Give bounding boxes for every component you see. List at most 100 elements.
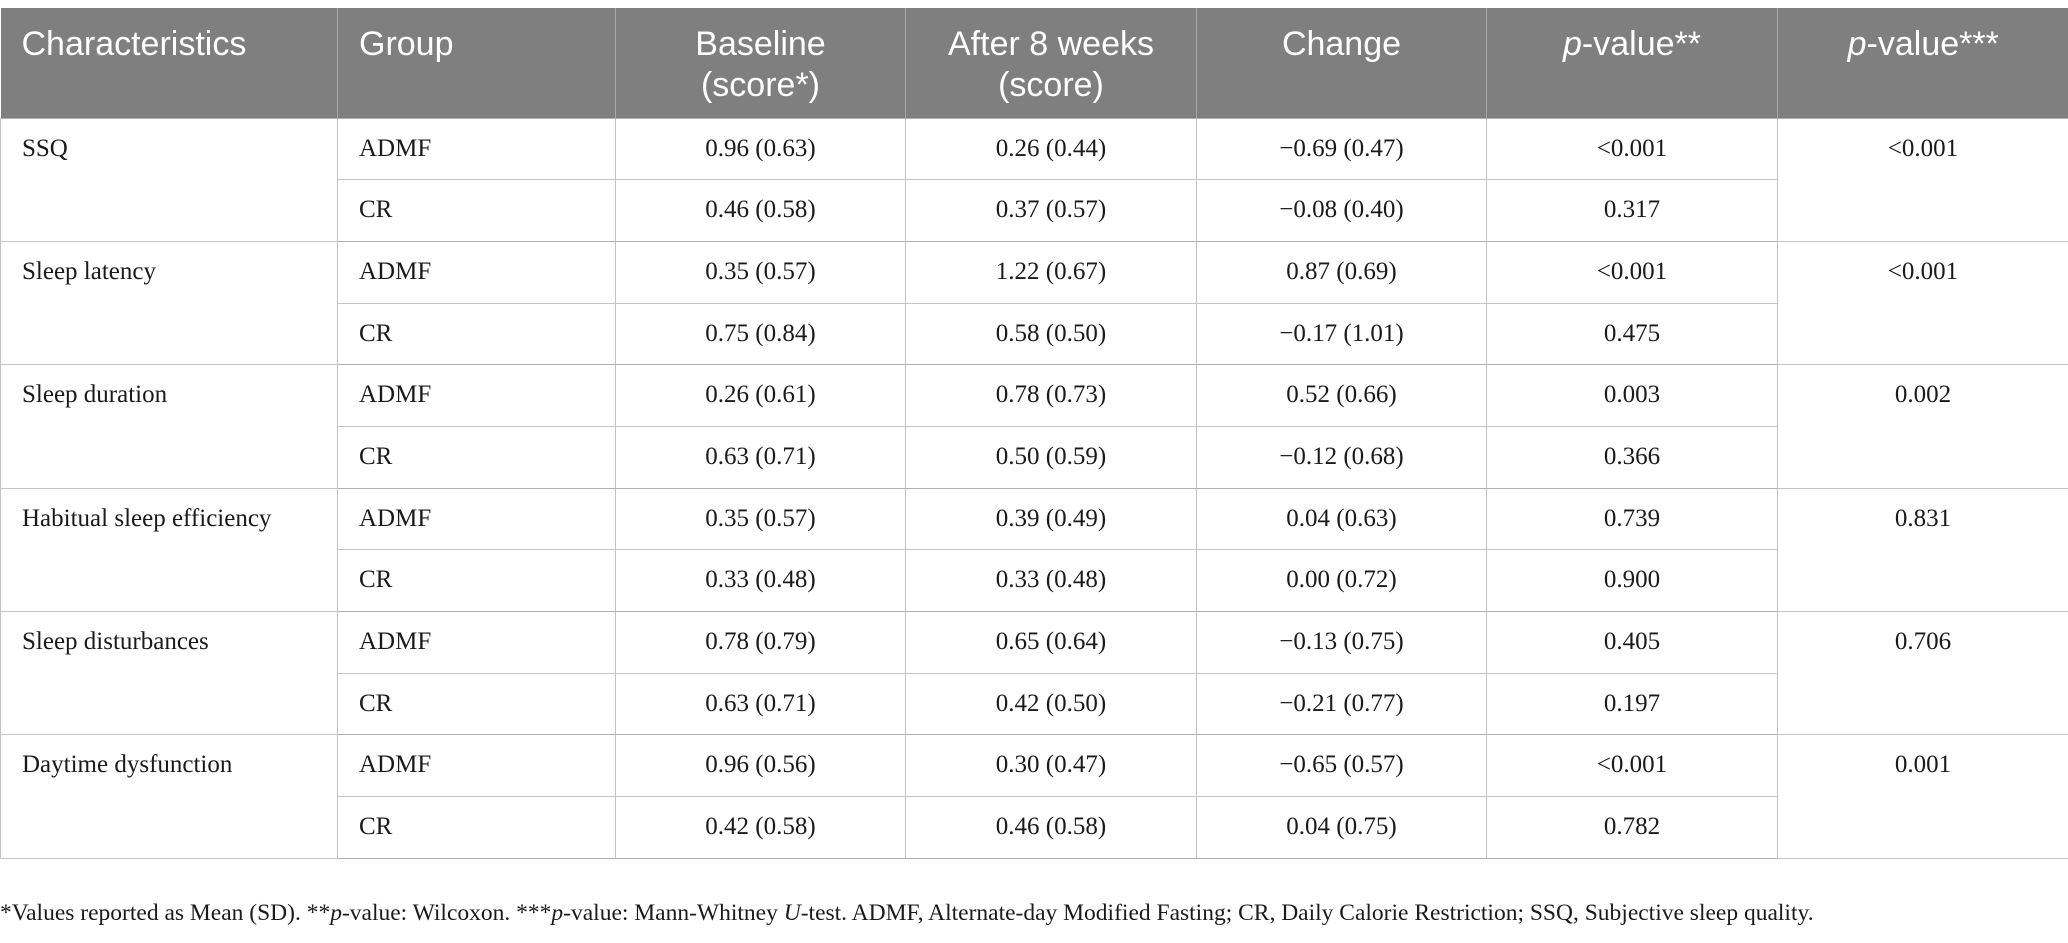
- table-row: Habitual sleep efficiency ADMF 0.35 (0.57)…: [0, 487, 2068, 613]
- table-row: CR 0.42 (0.58) 0.46 (0.58) 0.04 (0.75) 0.782: [1, 796, 2068, 859]
- baseline-cell: 0.63 (0.71): [615, 672, 906, 736]
- table-footnote: *Values reported as Mean (SD). **p-value…: [0, 898, 2068, 928]
- after-8-weeks-cell: 0.46 (0.58): [905, 796, 1197, 859]
- p-value-within-cell: <0.001: [1486, 117, 1778, 181]
- p-value-within-cell: <0.001: [1486, 734, 1778, 798]
- group-cell: ADMF: [337, 734, 616, 798]
- change-cell: −0.17 (1.01): [1196, 302, 1487, 366]
- header-p-between-italic: p: [1847, 25, 1867, 63]
- baseline-cell: 0.96 (0.63): [615, 117, 906, 181]
- group-cell: CR: [337, 672, 616, 736]
- header-baseline-line1: Baseline: [695, 25, 826, 63]
- table-row: CR 0.33 (0.48) 0.33 (0.48) 0.00 (0.72) 0.900: [1, 549, 2068, 612]
- table-row: CR 0.46 (0.58) 0.37 (0.57) −0.08 (0.40) 0.31…: [1, 179, 2068, 242]
- p-value-within-cell: <0.001: [1486, 240, 1778, 304]
- header-after-line2: (score): [998, 66, 1104, 104]
- p-value-within-cell: 0.197: [1486, 672, 1778, 736]
- table-row: CR 0.75 (0.84) 0.58 (0.50) −0.17 (1.01) 0.47…: [1, 302, 2068, 366]
- results-table-container: Characteristics Group Baseline (score*) …: [0, 8, 2068, 859]
- group-cell: CR: [337, 179, 616, 242]
- header-characteristics: Characteristics: [0, 8, 338, 118]
- after-8-weeks-cell: 0.33 (0.48): [905, 549, 1197, 612]
- header-after-line1: After 8 weeks: [948, 25, 1154, 63]
- baseline-cell: 0.33 (0.48): [615, 549, 906, 612]
- characteristic-cell: Daytime dysfunction: [0, 734, 338, 859]
- group-cell: CR: [337, 302, 616, 366]
- footnote-p2: p: [551, 900, 564, 926]
- p-value-between-cell: <0.001: [1777, 240, 2068, 366]
- p-value-within-cell: 0.405: [1486, 611, 1778, 674]
- change-cell: 0.04 (0.75): [1196, 796, 1487, 859]
- p-value-between-cell: 0.831: [1777, 487, 2068, 613]
- change-cell: 0.87 (0.69): [1196, 240, 1487, 304]
- footnote-part3: -value: Mann-Whitney: [563, 900, 784, 926]
- after-8-weeks-cell: 0.26 (0.44): [905, 117, 1197, 181]
- header-p-within-italic: p: [1563, 25, 1582, 63]
- change-cell: −0.21 (0.77): [1196, 672, 1487, 736]
- after-8-weeks-cell: 0.50 (0.59): [905, 425, 1197, 489]
- p-value-between-cell: 0.002: [1777, 364, 2068, 489]
- table-row: Sleep disturbances ADMF 0.78 (0.79) 0.65 (0…: [0, 610, 2068, 736]
- table-row: Sleep duration ADMF 0.26 (0.61) 0.78 (0.73)…: [0, 364, 2068, 489]
- change-cell: 0.52 (0.66): [1196, 364, 1487, 427]
- group-cell: ADMF: [337, 240, 616, 304]
- table-header: Characteristics Group Baseline (score*) …: [0, 8, 2068, 118]
- table-body: SSQ ADMF 0.96 (0.63) 0.26 (0.44) −0.69 (0.47…: [0, 117, 2068, 859]
- p-value-between-cell: <0.001: [1777, 117, 2068, 242]
- footnote-u: U: [783, 900, 801, 926]
- change-cell: −0.69 (0.47): [1196, 117, 1487, 181]
- after-8-weeks-cell: 0.58 (0.50): [905, 302, 1197, 366]
- baseline-cell: 0.63 (0.71): [615, 425, 906, 489]
- table-row: CR 0.63 (0.71) 0.42 (0.50) −0.21 (0.77) 0.19…: [1, 672, 2068, 736]
- footnote-p1: p: [330, 900, 342, 926]
- change-cell: 0.00 (0.72): [1196, 549, 1487, 612]
- table-row: Daytime dysfunction ADMF 0.96 (0.56) 0.30 (…: [0, 734, 2068, 859]
- characteristic-cell: Sleep disturbances: [0, 610, 338, 736]
- group-cell: ADMF: [337, 487, 616, 551]
- group-cell: ADMF: [337, 611, 616, 674]
- p-value-within-cell: 0.475: [1486, 302, 1778, 366]
- header-after-8-weeks: After 8 weeks (score): [905, 8, 1197, 118]
- header-row: Characteristics Group Baseline (score*) …: [0, 8, 2068, 118]
- p-value-within-cell: 0.366: [1486, 425, 1778, 489]
- p-value-within-cell: 0.782: [1486, 796, 1778, 859]
- group-cell: CR: [337, 549, 616, 612]
- group-cell: CR: [337, 425, 616, 489]
- p-value-between-cell: 0.001: [1777, 734, 2068, 859]
- table-row: CR 0.63 (0.71) 0.50 (0.59) −0.12 (0.68) 0.36…: [1, 425, 2068, 489]
- header-change: Change: [1196, 8, 1487, 118]
- footnote-part4: -test. ADMF, Alternate-day Modified Fast…: [800, 900, 1814, 926]
- header-p-value-between: p-value***: [1777, 8, 2068, 118]
- header-p-within-rest: -value**: [1581, 25, 1701, 63]
- after-8-weeks-cell: 1.22 (0.67): [905, 240, 1197, 304]
- header-group: Group: [337, 8, 616, 118]
- baseline-cell: 0.42 (0.58): [615, 796, 906, 859]
- change-cell: 0.04 (0.63): [1196, 487, 1487, 551]
- header-baseline: Baseline (score*): [615, 8, 906, 118]
- p-value-within-cell: 0.003: [1486, 364, 1778, 427]
- after-8-weeks-cell: 0.39 (0.49): [905, 487, 1197, 551]
- baseline-cell: 0.75 (0.84): [615, 302, 906, 366]
- change-cell: −0.08 (0.40): [1196, 179, 1487, 242]
- change-cell: −0.12 (0.68): [1196, 425, 1487, 489]
- footnote-part2: -value: Wilcoxon. ***: [341, 900, 552, 926]
- p-value-between-cell: 0.706: [1777, 610, 2068, 736]
- header-baseline-line2: (score*): [700, 66, 821, 104]
- table-row: SSQ ADMF 0.96 (0.63) 0.26 (0.44) −0.69 (0.47…: [0, 117, 2068, 242]
- table-row: Sleep latency ADMF 0.35 (0.57) 1.22 (0.67) 0…: [0, 240, 2068, 366]
- p-value-within-cell: 0.317: [1486, 179, 1778, 242]
- header-p-value-within: p-value**: [1486, 8, 1778, 118]
- change-cell: −0.65 (0.57): [1196, 734, 1487, 798]
- after-8-weeks-cell: 0.78 (0.73): [905, 364, 1197, 427]
- characteristic-cell: SSQ: [0, 117, 338, 242]
- after-8-weeks-cell: 0.30 (0.47): [905, 734, 1197, 798]
- after-8-weeks-cell: 0.37 (0.57): [905, 179, 1197, 242]
- p-value-within-cell: 0.739: [1486, 487, 1778, 551]
- sleep-quality-table: Characteristics Group Baseline (score*) …: [0, 8, 2068, 859]
- group-cell: ADMF: [337, 117, 616, 181]
- p-value-within-cell: 0.900: [1486, 549, 1778, 612]
- header-p-between-rest: -value***: [1866, 25, 1999, 63]
- baseline-cell: 0.35 (0.57): [615, 487, 906, 551]
- after-8-weeks-cell: 0.65 (0.64): [905, 611, 1197, 674]
- baseline-cell: 0.96 (0.56): [615, 734, 906, 798]
